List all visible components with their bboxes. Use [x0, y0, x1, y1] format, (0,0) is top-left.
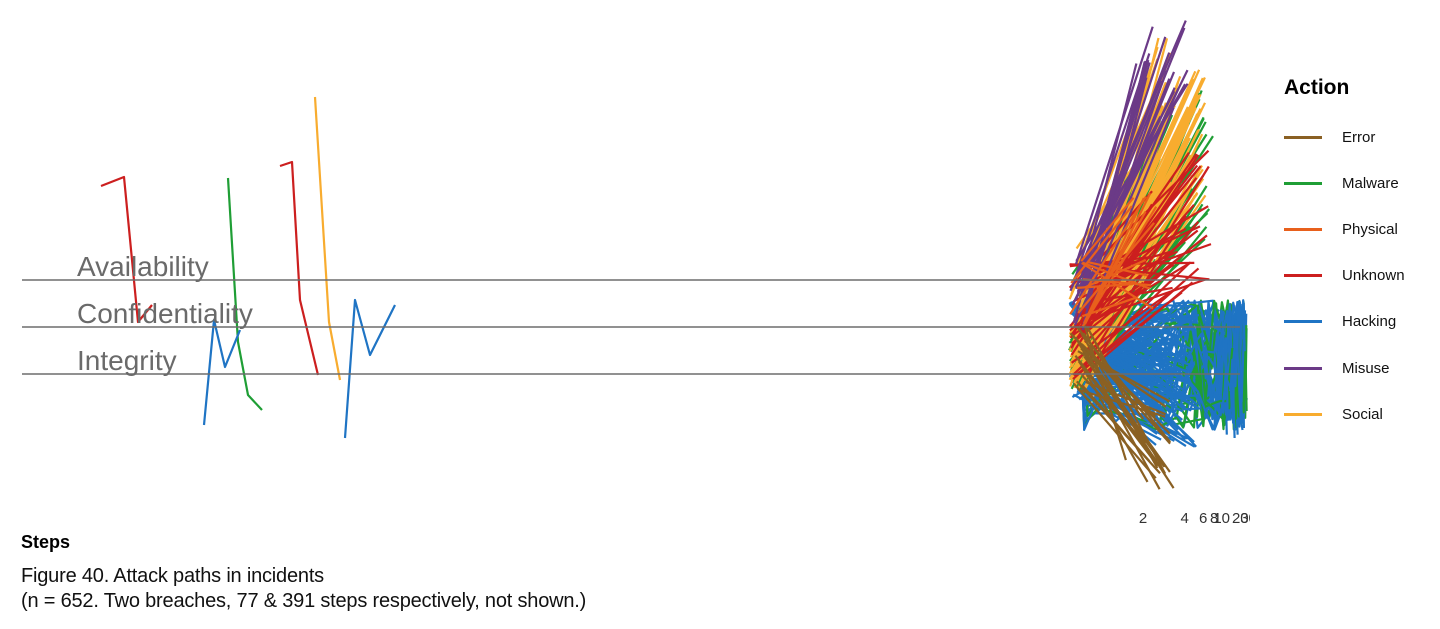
attack-path — [1081, 281, 1194, 377]
attack-path — [1074, 26, 1154, 265]
legend-item-physical: Physical — [1284, 206, 1434, 252]
legend-items: Error Malware Physical Unknown Hacking Misuse… — [1284, 114, 1434, 437]
band-label-integrity: Integrity — [77, 345, 177, 376]
legend: Action Error Malware Physical Unknown Hackin… — [1284, 76, 1434, 437]
attack-path — [1081, 296, 1137, 318]
x-axis-ticks: 302010864 2 — [1139, 510, 1250, 527]
x-tick-label: 8 — [1210, 510, 1218, 527]
legend-item-error: Error — [1284, 114, 1434, 160]
legend-item-unknown: Unknown — [1284, 253, 1434, 299]
attack-path — [1083, 197, 1145, 324]
legend-swatch — [1284, 181, 1322, 185]
legend-item-misuse: Misuse — [1284, 345, 1434, 391]
legend-swatch — [1284, 412, 1322, 416]
attack-path — [202, 318, 242, 426]
legend-label: Hacking — [1342, 313, 1397, 331]
legend-swatch — [1284, 135, 1322, 139]
attack-path — [1081, 262, 1154, 310]
attack-path — [1075, 325, 1172, 443]
band-label-availability: Availability — [77, 251, 209, 282]
attack-path — [1081, 206, 1158, 327]
legend-label: Misuse — [1342, 359, 1390, 377]
x-axis-label: Steps — [21, 532, 71, 552]
x-tick-label: 20 — [1232, 510, 1249, 527]
attack-path — [100, 175, 153, 324]
x-tick-label: 6 — [1199, 510, 1207, 527]
legend-label: Social — [1342, 405, 1383, 423]
attack-path — [1077, 342, 1171, 473]
legend-swatch — [1284, 227, 1322, 231]
legend-title: Action — [1284, 76, 1350, 99]
attack-path — [313, 96, 342, 381]
attack-path — [1085, 71, 1176, 288]
attack-path — [1081, 374, 1139, 436]
caption-line-1: Figure 40. Attack paths in incidents — [21, 565, 324, 587]
legend-item-hacking: Hacking — [1284, 299, 1434, 345]
legend-label: Error — [1342, 128, 1376, 146]
legend-label: Malware — [1342, 174, 1399, 192]
attack-path — [1073, 383, 1157, 479]
caption-line-2: (n = 652. Two breaches, 77 & 391 steps r… — [21, 590, 587, 612]
attack-path — [1084, 258, 1147, 289]
attack-path — [1071, 263, 1175, 337]
attack-path — [1070, 205, 1133, 284]
x-tick-label: 30 — [1240, 510, 1250, 527]
attack-path — [279, 160, 320, 376]
attack-path — [1086, 215, 1187, 378]
x-tick-label: 2 — [1139, 510, 1147, 527]
band-label-confidentiality: Confidentiality — [77, 298, 253, 329]
attack-path — [1084, 211, 1147, 322]
attack-paths — [100, 20, 1248, 490]
legend-label: Unknown — [1342, 267, 1405, 285]
legend-label: Physical — [1342, 220, 1398, 238]
legend-item-social: Social — [1284, 391, 1434, 437]
attack-path — [1083, 323, 1127, 461]
attack-path — [1072, 393, 1162, 441]
attack-path — [343, 298, 396, 439]
band-lines: Availability Confidentiality Integrity — [22, 251, 1240, 376]
legend-swatch — [1284, 274, 1322, 278]
attack-path — [1078, 360, 1159, 467]
x-tick-label: 10 — [1213, 510, 1230, 527]
legend-swatch — [1284, 366, 1322, 370]
attack-path — [226, 177, 263, 411]
attack-path — [1081, 165, 1210, 372]
attack-path — [1084, 92, 1143, 280]
attack-path — [1077, 350, 1171, 403]
x-tick-label: 4 — [1181, 510, 1189, 527]
attack-path — [1086, 260, 1148, 277]
legend-item-malware: Malware — [1284, 160, 1434, 206]
attack-path — [1069, 20, 1187, 292]
attack-path — [1080, 384, 1151, 462]
legend-swatch — [1284, 320, 1322, 324]
attack-path — [1080, 197, 1135, 262]
attack-path — [1069, 196, 1147, 315]
figure-caption: Figure 40. Attack paths in incidents (n … — [21, 564, 586, 614]
